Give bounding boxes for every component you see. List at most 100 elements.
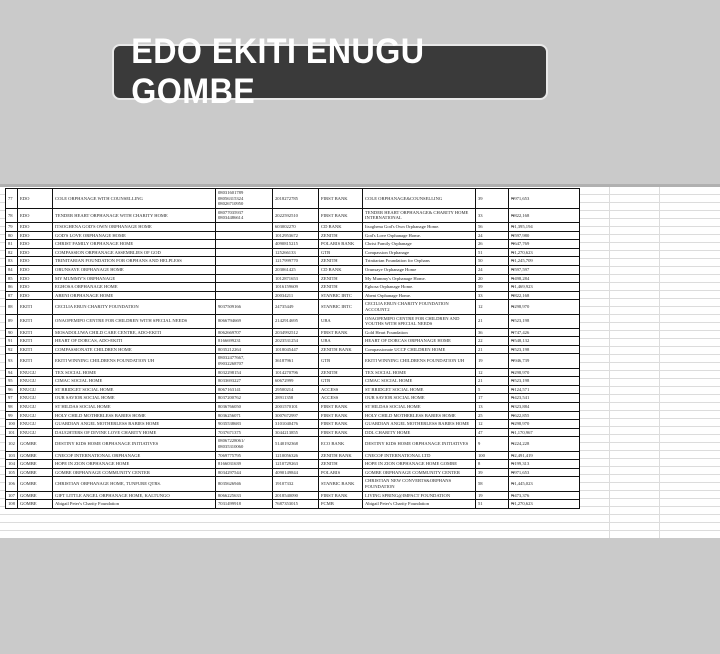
bank-cell[interactable]: ACCESS bbox=[318, 384, 363, 395]
state-cell[interactable]: EDO bbox=[17, 290, 53, 301]
phone-cell[interactable] bbox=[215, 230, 273, 241]
amount-cell[interactable]: ₦1,445,023 bbox=[508, 476, 580, 492]
bank-cell[interactable]: CD BANK bbox=[318, 264, 363, 275]
children-count-cell[interactable]: 59 bbox=[475, 282, 509, 292]
children-count-cell[interactable]: 24 bbox=[475, 264, 509, 275]
row-number-cell[interactable]: 93 bbox=[5, 353, 18, 369]
bank-cell[interactable]: FCMB bbox=[318, 499, 363, 509]
row-number-cell[interactable]: 105 bbox=[5, 467, 18, 478]
amount-cell[interactable]: ₦298,970 bbox=[508, 367, 580, 378]
bank-cell[interactable]: POLARIS bbox=[318, 467, 363, 478]
account-number-cell[interactable]: 2142914695 bbox=[272, 313, 319, 329]
account-name-cell[interactable]: Abigail Peter's Charity Foundation bbox=[362, 499, 476, 509]
orphanage-name-cell[interactable]: ONAOPEMIPO CENTRE FOR CHILDREN WITH SPEC… bbox=[52, 313, 216, 329]
bank-cell[interactable]: GTB bbox=[318, 247, 363, 258]
amount-cell[interactable]: ₦597,980 bbox=[508, 230, 580, 241]
state-cell[interactable]: GOMBE bbox=[17, 467, 53, 478]
phone-cell[interactable] bbox=[215, 290, 273, 301]
phone-cell[interactable]: 8035626946 bbox=[215, 476, 273, 492]
state-cell[interactable]: GOMBE bbox=[17, 499, 53, 509]
orphanage-name-cell[interactable]: CECILIA EBUN CHARITY FOUNDATION bbox=[52, 299, 216, 315]
account-name-cell[interactable]: GUARDIAN ANGEL MOTHERLESS BABIES HOME bbox=[362, 419, 476, 429]
account-name-cell[interactable]: TENDER HEART ORPHANAGE& CHARITY HOME INT… bbox=[362, 207, 476, 223]
children-count-cell[interactable]: 21 bbox=[475, 344, 509, 355]
state-cell[interactable]: EKITI bbox=[17, 344, 53, 355]
amount-cell[interactable]: ₦597,597 bbox=[508, 264, 580, 275]
account-number-cell[interactable]: 1217999770 bbox=[272, 256, 319, 266]
bank-cell[interactable]: ZENITH BANK bbox=[318, 450, 363, 461]
account-name-cell[interactable]: Compassion Orphanage bbox=[362, 247, 476, 258]
orphanage-name-cell[interactable]: HOLY CHILD MOTHERLESS BABIES HOME bbox=[52, 410, 216, 421]
account-name-cell[interactable]: GOMBE ORPHANAGE COMMUNITY CENTER bbox=[362, 467, 476, 478]
bank-cell[interactable]: FIRST BANK bbox=[318, 427, 363, 438]
orphanage-name-cell[interactable]: HOPE IN ZION ORPHANAGE HOME bbox=[52, 459, 216, 469]
children-count-cell[interactable]: 17 bbox=[475, 393, 509, 404]
row-number-cell[interactable]: 100 bbox=[5, 419, 18, 429]
orphanage-name-cell[interactable]: GIFT LITTLE ANGEL ORPHANAGE HOME, KALTUN… bbox=[52, 490, 216, 501]
account-number-cell[interactable]: 3101040476 bbox=[272, 419, 319, 429]
account-name-cell[interactable]: TEX SOCIAL HOME bbox=[362, 367, 476, 378]
account-number-cell[interactable]: 3044213855 bbox=[272, 427, 319, 438]
children-count-cell[interactable]: 21 bbox=[475, 376, 509, 386]
row-number-cell[interactable]: 102 bbox=[5, 436, 18, 452]
amount-cell[interactable]: ₦747,426 bbox=[508, 327, 580, 338]
account-name-cell[interactable]: Eghosa Orphanage Home. bbox=[362, 282, 476, 292]
children-count-cell[interactable]: 51 bbox=[475, 499, 509, 509]
account-number-cell[interactable]: 2018540090 bbox=[272, 490, 319, 501]
state-cell[interactable]: GOMBE bbox=[17, 490, 53, 501]
phone-cell[interactable]: 7031499918 bbox=[215, 499, 273, 509]
state-cell[interactable]: ENUGU bbox=[17, 410, 53, 421]
account-name-cell[interactable]: Itsoghena God's Own Orphanage Home. bbox=[362, 221, 476, 232]
bank-cell[interactable]: GTB bbox=[318, 376, 363, 386]
orphanage-name-cell[interactable]: ABENI ORPHANAGE HOME bbox=[52, 290, 216, 301]
row-number-cell[interactable]: 86 bbox=[5, 282, 18, 292]
account-number-cell[interactable]: 4090815215 bbox=[272, 239, 319, 249]
state-cell[interactable]: EDO bbox=[17, 247, 53, 258]
amount-cell[interactable]: ₦523,198 bbox=[508, 376, 580, 386]
row-number-cell[interactable]: 77 bbox=[5, 188, 18, 209]
account-name-cell[interactable]: HEART OF DORCAS ORPHANAGE HOME bbox=[362, 336, 476, 346]
account-number-cell[interactable]: 2022592510 bbox=[272, 207, 319, 223]
amount-cell[interactable]: ₦224,228 bbox=[508, 436, 580, 452]
bank-cell[interactable]: ZENITH bbox=[318, 367, 363, 378]
account-number-cell[interactable]: 28911358 bbox=[272, 393, 319, 404]
state-cell[interactable]: ENUGU bbox=[17, 427, 53, 438]
orphanage-name-cell[interactable]: CHRISTIAN ORPHANAGE HOME, TUNFURE QTRS. bbox=[52, 476, 216, 492]
account-name-cell[interactable]: Trinitarian Foundation for Orphans bbox=[362, 256, 476, 266]
children-count-cell[interactable]: 26 bbox=[475, 239, 509, 249]
amount-cell[interactable]: ₦548,132 bbox=[508, 336, 580, 346]
amount-cell[interactable]: ₦298,970 bbox=[508, 299, 580, 315]
row-number-cell[interactable]: 91 bbox=[5, 336, 18, 346]
amount-cell[interactable]: ₦423,541 bbox=[508, 393, 580, 404]
children-count-cell[interactable]: 19 bbox=[475, 353, 509, 369]
row-number-cell[interactable]: 81 bbox=[5, 239, 18, 249]
orphanage-name-cell[interactable]: ST BRIDGET SOCIAL HOME bbox=[52, 384, 216, 395]
account-name-cell[interactable]: HOLY CHILD MOTHERLESS BABIES HOME bbox=[362, 410, 476, 421]
phone-cell[interactable]: 8062669707 bbox=[215, 327, 273, 338]
orphanage-name-cell[interactable]: COLE ORPHANAGE WITH COUNSELLING bbox=[52, 188, 216, 209]
orphanage-name-cell[interactable]: TENDER HEART ORPHANAGE WITH CHARITY HOME bbox=[52, 207, 216, 223]
account-number-cell[interactable]: 2023531254 bbox=[272, 336, 319, 346]
amount-cell[interactable]: ₦1,170,967 bbox=[508, 427, 580, 438]
children-count-cell[interactable]: 8 bbox=[475, 459, 509, 469]
account-name-cell[interactable]: ST BRIDGET SOCIAL HOME bbox=[362, 384, 476, 395]
account-name-cell[interactable]: CIMAC SOCIAL HOME bbox=[362, 376, 476, 386]
state-cell[interactable]: EDO bbox=[17, 264, 53, 275]
account-number-cell[interactable]: 7687353015 bbox=[272, 499, 319, 509]
amount-cell[interactable]: ₦1,270,623 bbox=[508, 247, 580, 258]
account-name-cell[interactable]: COLE ORPHANAGE&COUNSELLING bbox=[362, 188, 476, 209]
orphanage-name-cell[interactable]: ST HILDAS SOCIAL HOME bbox=[52, 402, 216, 412]
children-count-cell[interactable]: 33 bbox=[475, 290, 509, 301]
account-name-cell[interactable]: Gold Heart Foundation bbox=[362, 327, 476, 338]
bank-cell[interactable]: POLARIS BANK bbox=[318, 239, 363, 249]
phone-cell[interactable]: 8166699231 bbox=[215, 336, 273, 346]
children-count-cell[interactable]: 100 bbox=[475, 450, 509, 461]
amount-cell[interactable]: ₦523,198 bbox=[508, 344, 580, 355]
amount-cell[interactable]: ₦124,571 bbox=[508, 384, 580, 395]
state-cell[interactable]: EDO bbox=[17, 221, 53, 232]
amount-cell[interactable]: ₦2,491,419 bbox=[508, 450, 580, 461]
children-count-cell[interactable]: 21 bbox=[475, 313, 509, 329]
account-number-cell[interactable]: 603002270 bbox=[272, 221, 319, 232]
orphanage-name-cell[interactable]: Abigail Peter's Charity Foundation bbox=[52, 499, 216, 509]
orphanage-name-cell[interactable]: GUARDIAN ANGEL MOTHERLESS BABIES HOME bbox=[52, 419, 216, 429]
